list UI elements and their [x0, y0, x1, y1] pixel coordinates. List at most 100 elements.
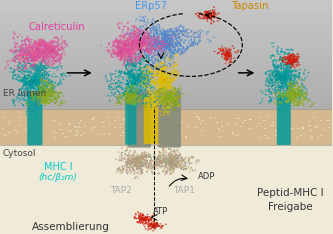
Point — [123, 143, 128, 147]
Point — [142, 39, 147, 43]
Point — [130, 76, 135, 80]
Point — [160, 78, 165, 82]
Point — [285, 91, 291, 95]
Point — [31, 57, 36, 61]
Point — [119, 52, 124, 56]
Point — [153, 93, 159, 96]
Point — [38, 93, 43, 97]
Point — [136, 43, 142, 47]
Point — [225, 51, 230, 55]
Point — [137, 68, 143, 72]
Point — [204, 16, 209, 20]
Point — [161, 40, 166, 44]
Point — [211, 14, 216, 18]
Point — [35, 94, 41, 98]
Point — [36, 40, 41, 43]
Point — [124, 50, 129, 54]
Point — [291, 94, 296, 98]
Point — [140, 156, 145, 160]
Point — [184, 27, 190, 31]
Point — [209, 16, 214, 20]
Point — [124, 37, 129, 41]
Point — [154, 224, 159, 228]
Point — [48, 47, 53, 51]
Point — [45, 50, 51, 54]
Point — [26, 52, 31, 56]
Point — [135, 36, 140, 40]
Point — [284, 93, 289, 97]
Point — [128, 68, 133, 72]
Point — [31, 85, 36, 89]
Point — [36, 91, 41, 94]
Point — [124, 72, 129, 76]
Point — [276, 66, 281, 69]
Point — [289, 69, 294, 73]
Point — [40, 64, 46, 68]
Point — [307, 105, 312, 109]
Point — [134, 89, 140, 93]
Point — [163, 172, 168, 176]
Point — [23, 79, 29, 83]
Point — [158, 77, 164, 81]
Point — [40, 91, 45, 95]
Point — [33, 39, 38, 43]
Point — [155, 92, 160, 96]
Point — [173, 69, 179, 73]
Point — [139, 55, 144, 59]
Point — [159, 77, 164, 81]
Point — [146, 152, 152, 156]
Point — [136, 161, 141, 165]
Point — [273, 70, 278, 73]
Point — [169, 97, 174, 101]
Point — [297, 96, 302, 100]
Point — [34, 53, 40, 57]
Point — [160, 75, 166, 79]
Point — [168, 84, 174, 88]
Point — [151, 19, 156, 23]
Point — [194, 36, 200, 40]
Point — [161, 149, 166, 152]
Point — [38, 98, 44, 102]
Point — [153, 59, 158, 63]
Point — [133, 216, 139, 220]
Point — [141, 33, 147, 36]
Point — [48, 53, 53, 57]
Point — [143, 59, 148, 62]
Point — [119, 22, 125, 26]
Point — [165, 169, 170, 173]
Point — [149, 55, 155, 59]
Point — [289, 57, 295, 61]
Point — [139, 54, 145, 57]
Point — [168, 150, 173, 154]
Point — [147, 218, 153, 221]
Point — [278, 84, 283, 88]
Point — [41, 99, 46, 103]
Point — [290, 96, 296, 99]
Point — [123, 163, 129, 167]
Point — [37, 43, 42, 47]
Point — [155, 48, 160, 52]
Point — [32, 78, 38, 82]
Point — [170, 99, 176, 103]
Point — [121, 43, 127, 47]
Point — [148, 89, 153, 92]
Point — [160, 96, 165, 100]
Point — [138, 80, 143, 84]
Point — [135, 28, 140, 32]
Point — [23, 78, 29, 82]
Point — [151, 54, 156, 58]
Point — [130, 82, 135, 85]
Point — [45, 82, 50, 86]
Point — [273, 65, 278, 69]
Point — [159, 75, 165, 79]
Point — [132, 160, 137, 164]
Point — [227, 62, 232, 66]
Point — [143, 42, 148, 46]
Point — [165, 34, 170, 38]
Point — [136, 45, 142, 49]
Point — [204, 15, 210, 18]
Point — [164, 160, 169, 164]
Point — [35, 55, 40, 58]
Point — [163, 78, 168, 82]
Point — [127, 56, 132, 60]
